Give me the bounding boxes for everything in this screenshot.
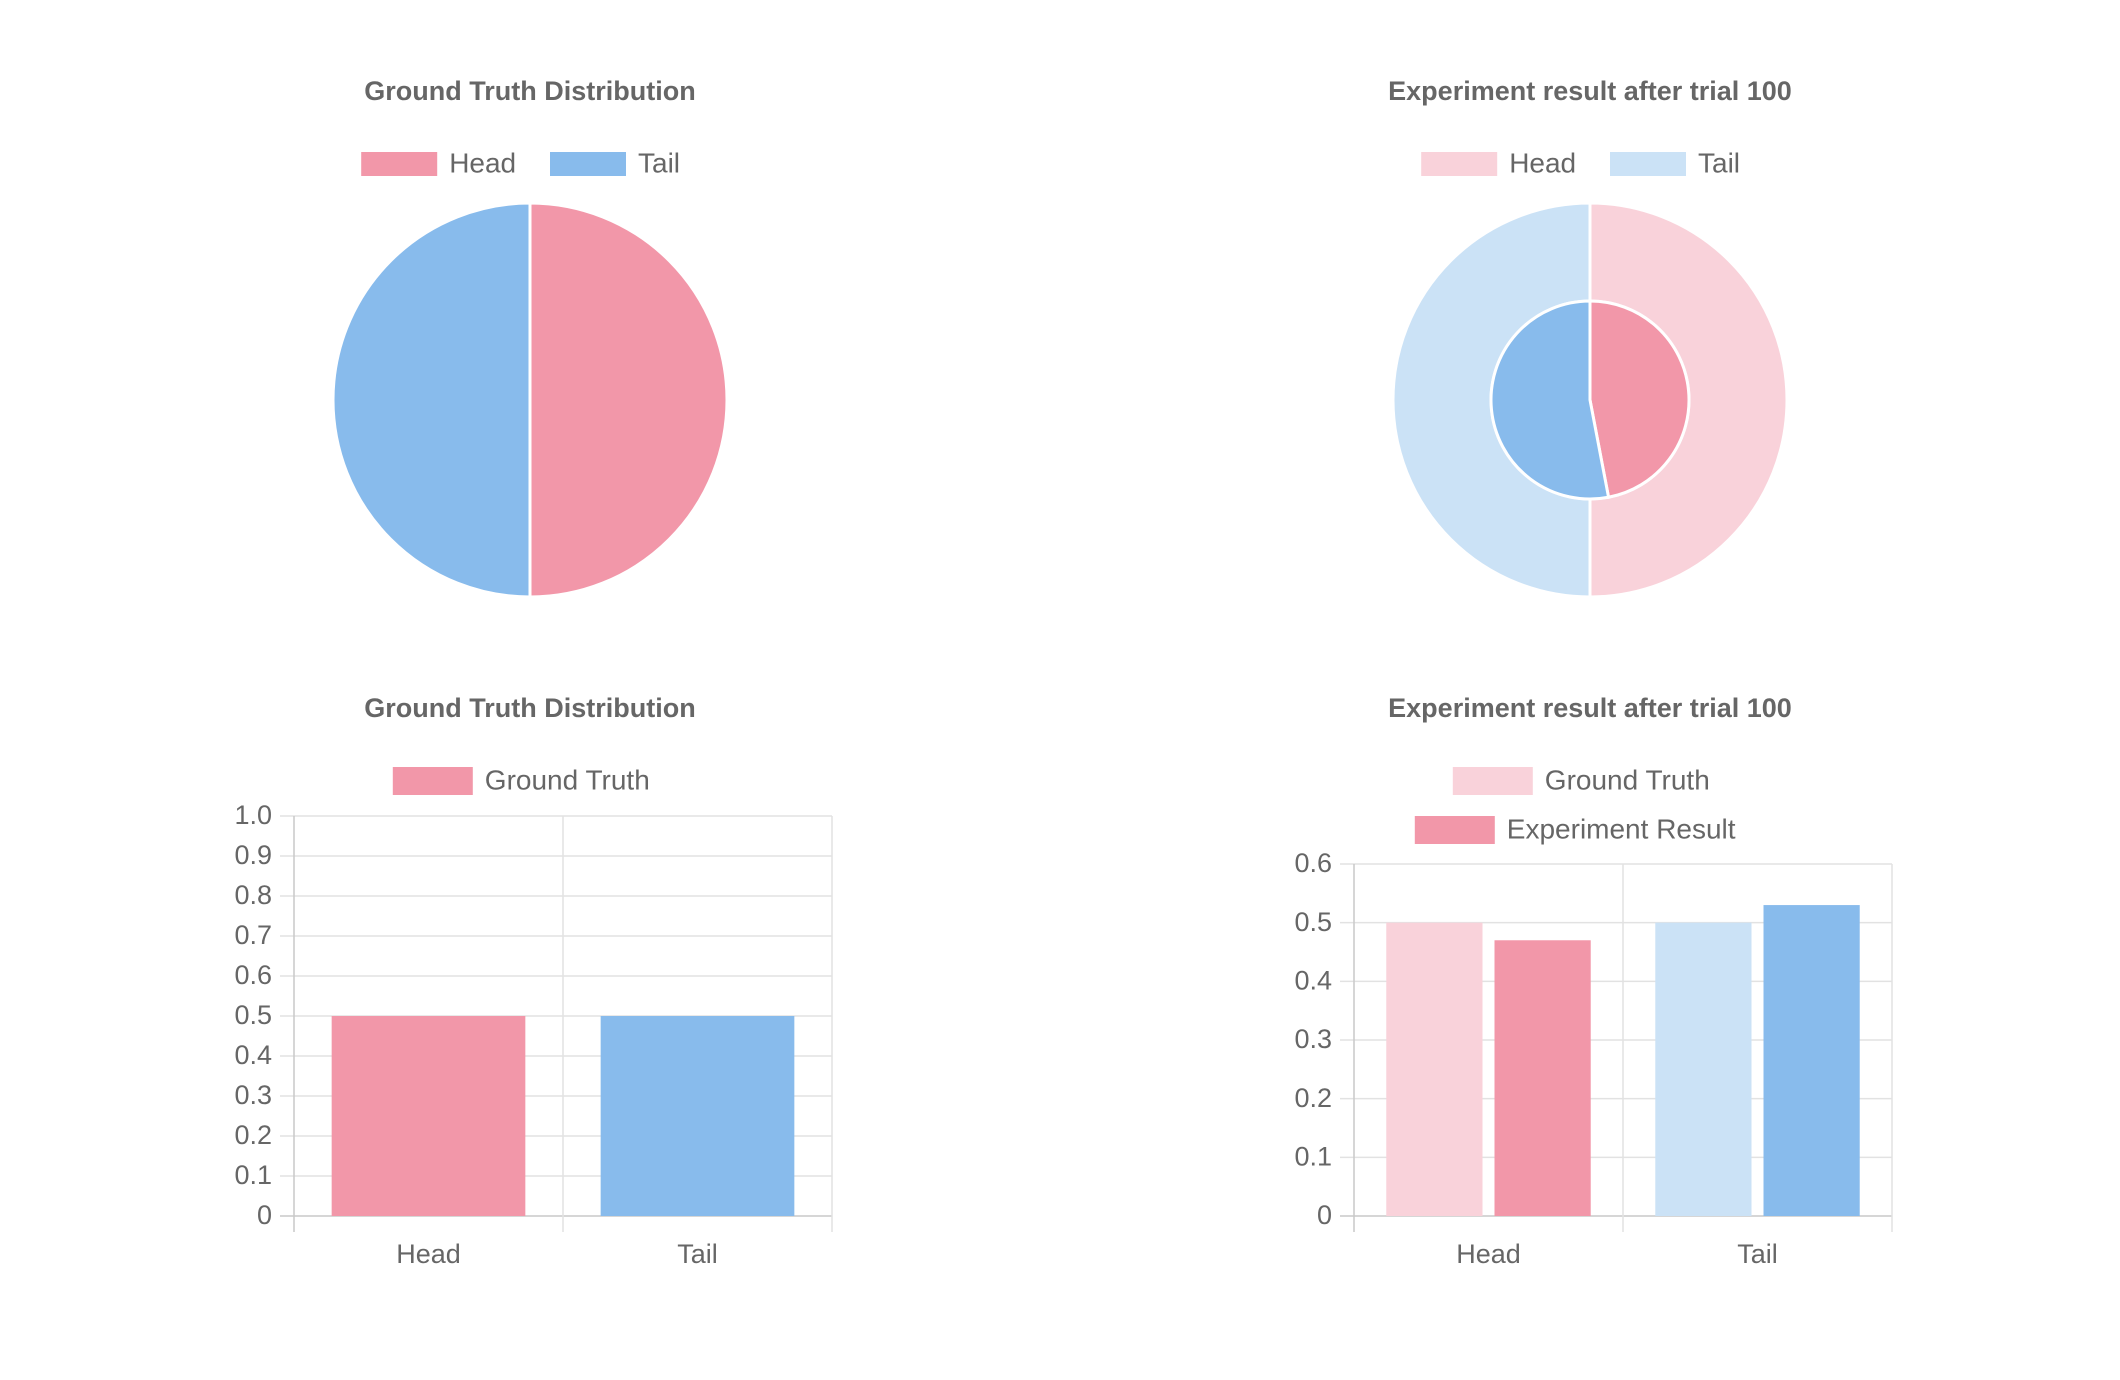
legend-swatch-head — [1421, 152, 1498, 176]
legend-label-ground-truth: Ground Truth — [485, 764, 650, 795]
legend-label-head: Head — [1509, 147, 1576, 178]
y-tick-label: 0.1 — [234, 1160, 272, 1190]
y-tick-label: 0.6 — [234, 960, 272, 990]
y-tick-label: 0.5 — [234, 1000, 272, 1030]
chart-title: Ground Truth Distribution — [364, 76, 695, 106]
y-tick-label: 0 — [257, 1200, 272, 1230]
experiment-bar-panel: Experiment result after trial 100 Ground … — [1060, 640, 2120, 1380]
bar-ground-truth-head — [1386, 922, 1483, 1216]
legend-swatch-head — [361, 152, 438, 176]
ground-truth-pie-chart: Ground Truth Distribution Head Tail — [331, 76, 729, 599]
experiment-pie-chart: Experiment result after trial 100 Head Tai… — [1388, 76, 1792, 599]
ground-truth-bar-panel: Ground Truth Distribution Ground Truth 0 0.… — [0, 640, 1060, 1380]
y-tick-label: 0.6 — [1294, 848, 1332, 878]
chart-title: Experiment result after trial 100 — [1388, 76, 1792, 106]
chart-title: Experiment result after trial 100 — [1388, 693, 1792, 723]
y-tick-label: 0.7 — [234, 920, 272, 950]
x-tick-label-head: Head — [396, 1239, 461, 1269]
chart-title: Ground Truth Distribution — [364, 693, 695, 723]
legend-label-experiment-result: Experiment Result — [1507, 813, 1736, 844]
y-tick-label: 0.2 — [234, 1120, 272, 1150]
y-tick-label: 0.4 — [1294, 965, 1332, 995]
legend-swatch-ground-truth — [1452, 767, 1533, 795]
legend-swatch-experiment-result — [1414, 816, 1495, 844]
y-tick-label: 0 — [1317, 1200, 1332, 1230]
legend-swatch-tail — [1610, 152, 1686, 176]
legend-swatch-tail — [550, 152, 626, 176]
bar-ground-truth-tail — [600, 1016, 795, 1216]
y-tick-label: 0.9 — [234, 840, 272, 870]
ground-truth-pie-panel: Ground Truth Distribution Head Tail — [0, 0, 1060, 620]
bar-ground-truth-head — [331, 1016, 526, 1216]
experiment-pie-panel: Experiment result after trial 100 Head Tai… — [1060, 0, 2120, 620]
y-tick-label: 1.0 — [234, 800, 272, 830]
pie-slice-tail-ring-0 — [331, 201, 532, 599]
y-tick-label: 0.8 — [234, 880, 272, 910]
bar-experiment-result-head — [1494, 940, 1591, 1216]
legend-label-ground-truth: Ground Truth — [1545, 764, 1710, 795]
pie-slice-head-ring-0 — [528, 201, 729, 599]
legend-swatch-ground-truth — [392, 767, 473, 795]
pie-slice-tail-ring-1 — [1489, 299, 1611, 501]
experiment-bar-chart: Experiment result after trial 100 Ground … — [1294, 693, 1893, 1269]
legend-label-tail: Tail — [1698, 147, 1740, 178]
legend-label-tail: Tail — [638, 147, 680, 178]
y-tick-label: 0.4 — [234, 1040, 272, 1070]
bar-experiment-result-tail — [1763, 905, 1860, 1216]
y-tick-label: 0.3 — [1294, 1024, 1332, 1054]
y-tick-label: 0.2 — [1294, 1083, 1332, 1113]
x-tick-label-tail: Tail — [677, 1239, 718, 1269]
bar-ground-truth-tail — [1655, 922, 1752, 1216]
pie-slice-head-ring-1 — [1588, 299, 1691, 500]
ground-truth-bar-chart: Ground Truth Distribution Ground Truth 0 0.… — [234, 693, 833, 1269]
x-tick-label-head: Head — [1456, 1239, 1521, 1269]
x-tick-label-tail: Tail — [1737, 1239, 1778, 1269]
legend-label-head: Head — [449, 147, 516, 178]
y-tick-label: 0.3 — [234, 1080, 272, 1110]
y-tick-label: 0.1 — [1294, 1141, 1332, 1171]
y-tick-label: 0.5 — [1294, 907, 1332, 937]
